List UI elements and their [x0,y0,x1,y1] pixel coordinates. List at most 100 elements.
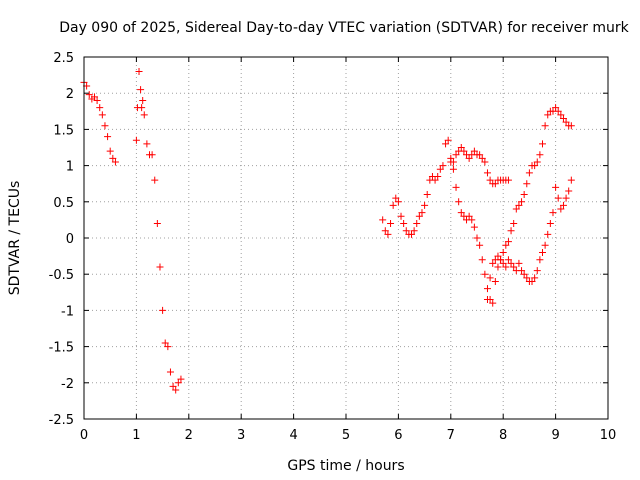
data-point [507,259,515,267]
grid-lines [84,57,608,419]
y-axis-ticks: 2.5 2 1.5 1 0.5 0 -0.5 -1 -1.5 -2 -2.5 [49,51,608,428]
data-point [539,140,546,148]
data-point [512,205,520,213]
data-point [528,277,536,285]
data-point [96,104,104,112]
plot-frame [83,56,609,420]
data-point [489,259,497,267]
data-point [518,198,526,206]
data-point [452,183,460,191]
data-point [536,151,544,159]
x-tick-label: 6 [394,428,402,443]
x-tick-label: 0 [80,428,88,443]
data-point [421,201,429,209]
data-point [494,252,502,260]
data-point [541,122,549,130]
data-point [132,136,140,144]
data-point [491,277,499,285]
data-point [137,86,145,94]
data-point [460,147,468,155]
data-point [486,176,494,184]
y-axis-label: SDTVAR / TECUs [7,181,23,296]
data-point [410,227,418,235]
data-point [166,368,174,376]
y-tick-label: 0.5 [53,196,74,211]
data-point [481,158,489,166]
data-point [544,230,552,238]
x-tick-label: 3 [237,428,245,443]
x-axis-ticks: 0 1 2 3 4 5 6 7 8 9 10 [80,57,616,443]
data-point [90,93,98,101]
data-point [510,220,518,228]
data-point [531,162,539,170]
y-tick-label: -2.5 [49,413,74,428]
data-point [483,285,491,293]
data-point [169,382,177,390]
x-tick-label: 7 [447,428,455,443]
data-point [413,220,421,228]
data-point [139,96,147,104]
data-point [104,133,112,141]
data-point [174,379,182,387]
y-tick-label: 0 [66,232,74,247]
series-arc-4 [447,104,575,307]
data-point [101,122,109,130]
data-point [510,263,518,271]
data-point [415,212,423,220]
data-point [507,227,515,235]
data-point [397,212,405,220]
data-point [523,274,531,282]
data-point [533,158,541,166]
data-point [434,172,442,180]
data-point [557,205,565,213]
data-point [531,274,539,282]
data-point [515,201,523,209]
x-tick-label: 1 [132,428,140,443]
data-point [483,169,491,177]
data-point [494,263,502,271]
data-point [159,306,167,314]
data-point [497,256,505,264]
data-point [483,296,491,304]
x-axis-label: GPS time / hours [287,458,404,474]
data-point [502,263,510,271]
data-point [504,176,512,184]
data-point [408,230,415,238]
data-point [465,154,473,162]
data-point [442,140,450,148]
series-arc-3 [379,136,512,238]
x-tick-label: 2 [185,428,193,443]
data-point [151,176,159,184]
data-point [499,248,507,256]
data-point [567,176,575,184]
y-tick-label: 2.5 [53,51,74,66]
data-point [478,256,486,264]
data-point [539,248,546,256]
data-point [476,241,484,249]
y-tick-label: -0.5 [49,268,74,283]
data-point [565,187,573,195]
data-point [544,111,552,119]
series-arc-2 [132,67,185,394]
data-point [164,343,172,351]
data-point [502,241,510,249]
data-point [452,151,460,159]
data-point [457,144,465,151]
series-arc-1 [80,78,119,166]
data-point [418,209,426,217]
data-point [554,194,562,202]
data-point [455,198,463,206]
data-point [489,299,497,307]
data-point [552,183,560,191]
data-point [161,339,169,347]
data-point [478,154,486,162]
data-point [520,191,528,199]
data-point [400,220,408,228]
data-point [381,227,389,235]
y-tick-label: -1.5 [49,341,74,356]
data-point [491,180,499,188]
data-point [444,136,452,144]
data-point [470,147,478,155]
data-point [436,165,444,173]
data-point [552,104,560,112]
